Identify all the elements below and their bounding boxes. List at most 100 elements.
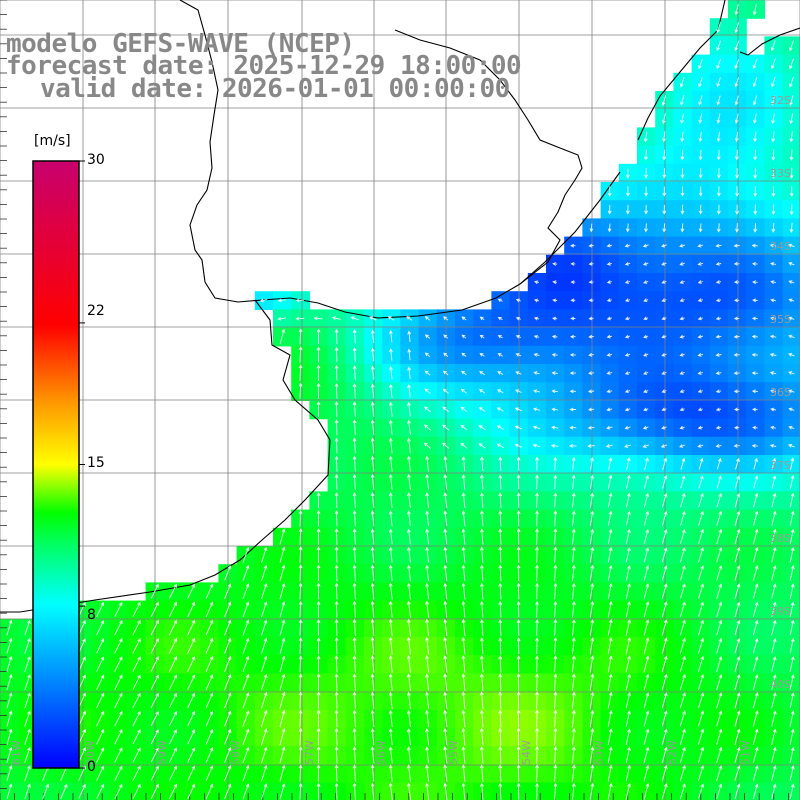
wind-arrow	[406, 636, 411, 655]
wind-arrow	[388, 437, 393, 454]
wind-arrow	[570, 334, 576, 339]
wind-arrow	[460, 442, 468, 449]
wind-arrow	[424, 316, 431, 321]
wind-arrow	[625, 528, 631, 545]
wind-arrow	[516, 764, 521, 782]
wind-arrow	[498, 564, 503, 582]
wind-arrow	[334, 382, 339, 399]
wind-arrow	[607, 492, 613, 508]
wind-arrow	[514, 443, 523, 448]
wind-arrow	[388, 636, 393, 655]
wind-arrow	[187, 674, 196, 690]
wind-arrow	[590, 492, 595, 508]
wind-arrow	[607, 764, 613, 782]
wind-arrow	[553, 637, 558, 655]
wind-arrow	[535, 546, 539, 564]
wind-arrow	[789, 528, 795, 545]
wind-arrow	[443, 316, 449, 321]
wind-arrow	[571, 564, 576, 582]
wind-arrow	[78, 601, 86, 617]
wind-arrow	[551, 389, 558, 394]
wind-arrow	[751, 371, 759, 375]
wind-arrow	[24, 637, 31, 654]
wind-arrow	[625, 782, 632, 800]
wind-arrow	[752, 528, 759, 545]
longitude-label: 59W	[156, 740, 169, 765]
wind-arrow	[697, 728, 705, 745]
wind-arrow	[461, 546, 466, 563]
wind-arrow	[716, 40, 722, 52]
wind-arrow	[716, 149, 721, 161]
wind-arrow	[697, 655, 705, 672]
wind-arrow	[442, 442, 450, 449]
wind-arrow	[224, 692, 232, 709]
wind-arrow	[533, 280, 540, 285]
wind-arrow	[387, 316, 395, 321]
wind-arrow	[461, 727, 466, 746]
wind-arrow	[680, 510, 686, 526]
wind-arrow	[261, 564, 268, 582]
wind-arrow	[334, 455, 339, 472]
longitude-label: 60W	[84, 740, 97, 765]
wind-arrow	[406, 492, 411, 508]
wind-arrow	[605, 444, 613, 448]
wind-arrow	[370, 401, 375, 417]
wind-arrow	[24, 783, 31, 800]
wind-arrow	[388, 582, 393, 600]
wind-arrow	[535, 456, 539, 471]
wind-arrow	[553, 655, 558, 673]
wind-arrow	[316, 546, 321, 563]
wind-arrow	[425, 564, 430, 581]
wind-arrow	[515, 298, 521, 303]
wind-arrow	[260, 746, 268, 764]
wind-arrow	[589, 746, 595, 764]
wind-arrow	[788, 243, 795, 248]
wind-arrow	[534, 298, 540, 303]
wind-arrow	[388, 709, 393, 728]
wind-arrow	[643, 528, 650, 545]
wind-arrow	[279, 528, 286, 545]
wind-arrow	[715, 243, 722, 248]
wind-arrow	[679, 528, 686, 545]
wind-arrow	[553, 600, 558, 618]
wind-arrow	[607, 710, 613, 727]
wind-arrow	[388, 510, 393, 527]
wind-arrow	[150, 765, 159, 781]
wind-arrow	[132, 619, 141, 636]
wind-arrow	[150, 783, 159, 800]
wind-arrow	[535, 619, 539, 636]
wind-arrow	[771, 475, 777, 489]
wind-arrow	[698, 168, 703, 179]
wind-arrow	[624, 334, 631, 339]
wind-arrow	[352, 510, 357, 527]
wind-arrow	[406, 473, 411, 490]
wind-arrow	[316, 727, 321, 746]
wind-arrow	[661, 583, 668, 600]
wind-arrow	[553, 764, 558, 782]
wind-arrow	[461, 352, 467, 357]
wind-arrow	[150, 747, 159, 763]
wind-arrow	[753, 475, 759, 489]
wind-arrow	[624, 280, 631, 284]
wind-arrow	[479, 370, 485, 376]
wind-arrow	[769, 334, 777, 339]
wind-arrow	[771, 204, 776, 216]
wind-arrow	[643, 474, 649, 489]
wind-arrow	[313, 316, 323, 321]
wind-arrow	[716, 113, 721, 124]
wind-arrow	[187, 747, 196, 763]
wind-arrow	[425, 782, 430, 800]
wind-arrow	[370, 673, 375, 691]
wind-arrow	[242, 765, 250, 782]
wind-arrow	[242, 746, 250, 764]
wind-arrow	[460, 406, 468, 413]
wind-arrow	[316, 637, 321, 655]
wind-arrow	[406, 528, 411, 545]
wind-arrow	[461, 582, 466, 600]
wind-arrow	[388, 473, 393, 490]
wind-arrow	[224, 583, 232, 599]
wind-arrow	[352, 673, 357, 691]
wind-arrow	[607, 204, 612, 215]
wind-arrow	[625, 746, 631, 764]
wind-arrow	[697, 389, 703, 394]
